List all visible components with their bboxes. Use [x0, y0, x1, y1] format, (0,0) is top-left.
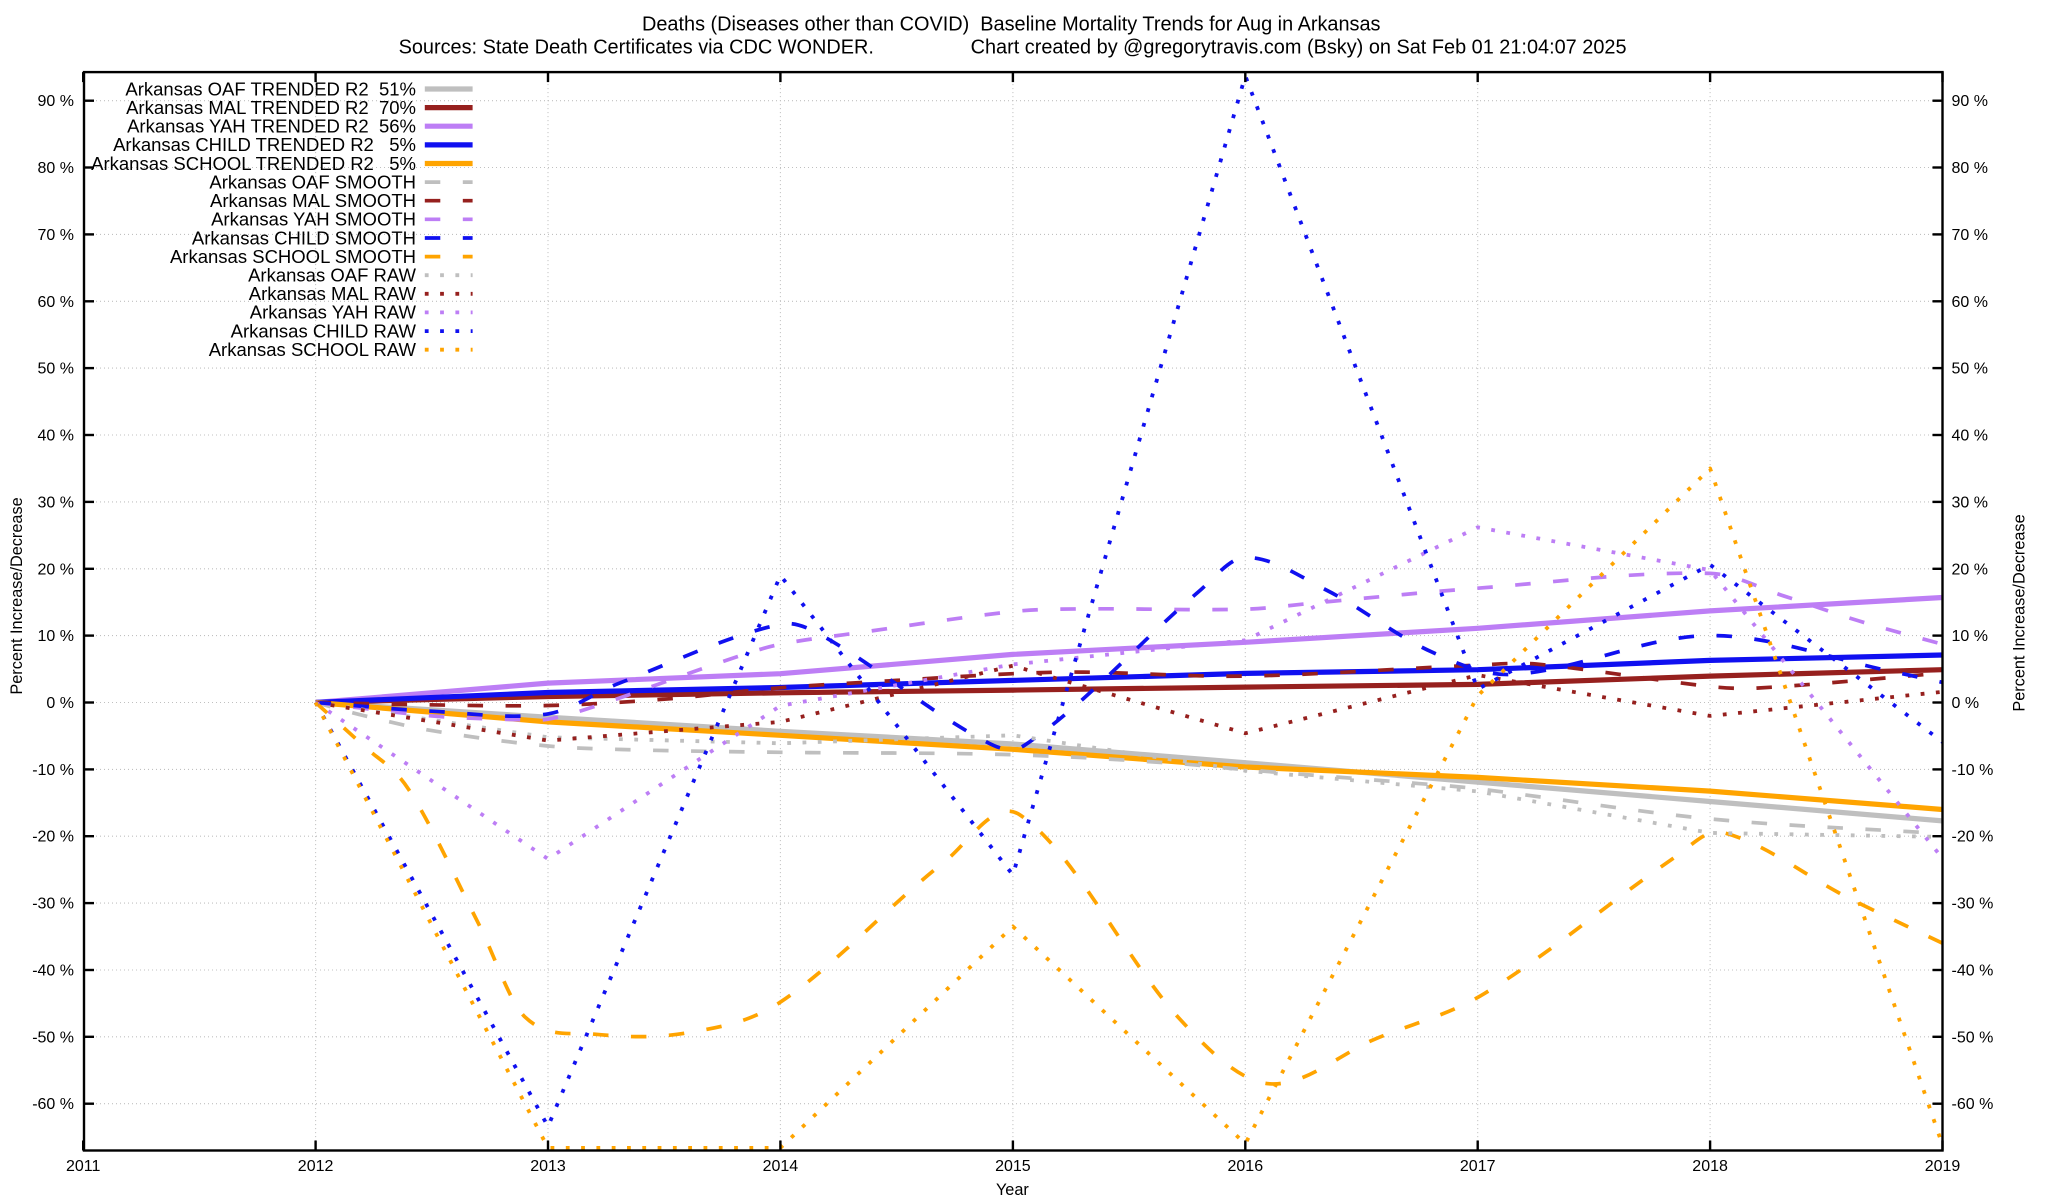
svg-text:20 %: 20 % [1952, 561, 1988, 578]
svg-text:2015: 2015 [995, 1158, 1031, 1175]
svg-text:40 %: 40 % [38, 428, 74, 445]
svg-text:2017: 2017 [1460, 1158, 1496, 1175]
svg-text:80 %: 80 % [38, 160, 74, 177]
svg-text:60 %: 60 % [1952, 294, 1988, 311]
svg-text:-50 %: -50 % [32, 1029, 74, 1046]
svg-text:Percent Increase/Decrease: Percent Increase/Decrease [2011, 514, 2029, 711]
svg-text:Arkansas MAL SMOOTH: Arkansas MAL SMOOTH [210, 190, 416, 211]
svg-text:Arkansas YAH TRENDED R2 56%: Arkansas YAH TRENDED R2 56% [127, 116, 416, 137]
svg-text:2018: 2018 [1692, 1158, 1728, 1175]
svg-text:-20 %: -20 % [32, 829, 74, 846]
svg-text:Arkansas CHILD RAW: Arkansas CHILD RAW [231, 320, 417, 341]
svg-text:70 %: 70 % [38, 227, 74, 244]
svg-text:30 %: 30 % [1952, 494, 1988, 511]
svg-text:2016: 2016 [1228, 1158, 1264, 1175]
svg-text:Deaths (Diseases other than CO: Deaths (Diseases other than COVID) Basel… [642, 14, 1381, 36]
svg-text:60 %: 60 % [38, 294, 74, 311]
svg-text:Arkansas CHILD TRENDED R2 5%: Arkansas CHILD TRENDED R2 5% [113, 134, 416, 155]
svg-text:Arkansas MAL RAW: Arkansas MAL RAW [249, 283, 417, 304]
svg-text:20 %: 20 % [38, 561, 74, 578]
svg-text:Percent Increase/Decrease: Percent Increase/Decrease [8, 497, 26, 694]
svg-text:Arkansas OAF RAW: Arkansas OAF RAW [248, 265, 416, 286]
svg-text:Arkansas CHILD SMOOTH: Arkansas CHILD SMOOTH [192, 227, 416, 248]
svg-text:50 %: 50 % [1952, 361, 1988, 378]
svg-text:Year: Year [996, 1181, 1029, 1199]
svg-text:-50 %: -50 % [1952, 1029, 1994, 1046]
svg-text:80 %: 80 % [1952, 160, 1988, 177]
svg-text:Arkansas MAL TRENDED R2 70%: Arkansas MAL TRENDED R2 70% [126, 97, 416, 118]
svg-text:0 %: 0 % [1952, 695, 1980, 712]
svg-text:2014: 2014 [763, 1158, 799, 1175]
svg-text:10 %: 10 % [38, 628, 74, 645]
svg-text:0 %: 0 % [46, 695, 74, 712]
svg-text:-40 %: -40 % [1952, 963, 1994, 980]
svg-text:Arkansas SCHOOL SMOOTH: Arkansas SCHOOL SMOOTH [170, 246, 416, 267]
svg-text:90 %: 90 % [38, 93, 74, 110]
svg-text:2012: 2012 [298, 1158, 334, 1175]
svg-text:-30 %: -30 % [1952, 896, 1994, 913]
svg-text:30 %: 30 % [38, 494, 74, 511]
svg-text:2019: 2019 [1925, 1158, 1961, 1175]
svg-text:Arkansas OAF SMOOTH: Arkansas OAF SMOOTH [209, 171, 416, 192]
svg-text:Arkansas YAH RAW: Arkansas YAH RAW [250, 302, 417, 323]
svg-text:40 %: 40 % [1952, 428, 1988, 445]
svg-text:-60 %: -60 % [1952, 1096, 1994, 1113]
svg-text:Chart created by @gregorytravi: Chart created by @gregorytravis.com (Bsk… [971, 37, 1627, 59]
svg-text:50 %: 50 % [38, 361, 74, 378]
svg-text:Arkansas SCHOOL RAW: Arkansas SCHOOL RAW [209, 339, 417, 360]
svg-text:10 %: 10 % [1952, 628, 1988, 645]
svg-text:Arkansas SCHOOL TRENDED R2 5: Arkansas SCHOOL TRENDED R2 5% [91, 153, 416, 174]
svg-text:Arkansas OAF TRENDED R2 51%: Arkansas OAF TRENDED R2 51% [125, 78, 416, 99]
svg-text:-20 %: -20 % [1952, 829, 1994, 846]
svg-text:Arkansas YAH SMOOTH: Arkansas YAH SMOOTH [211, 209, 416, 230]
svg-text:90 %: 90 % [1952, 93, 1988, 110]
svg-text:-10 %: -10 % [32, 762, 74, 779]
svg-text:2013: 2013 [530, 1158, 566, 1175]
svg-text:-30 %: -30 % [32, 896, 74, 913]
svg-text:-60 %: -60 % [32, 1096, 74, 1113]
svg-text:70 %: 70 % [1952, 227, 1988, 244]
svg-text:Sources: State Death Certifica: Sources: State Death Certificates via CD… [399, 37, 874, 59]
svg-text:2011: 2011 [66, 1158, 101, 1175]
svg-text:-10 %: -10 % [1952, 762, 1994, 779]
svg-text:-40 %: -40 % [32, 963, 74, 980]
